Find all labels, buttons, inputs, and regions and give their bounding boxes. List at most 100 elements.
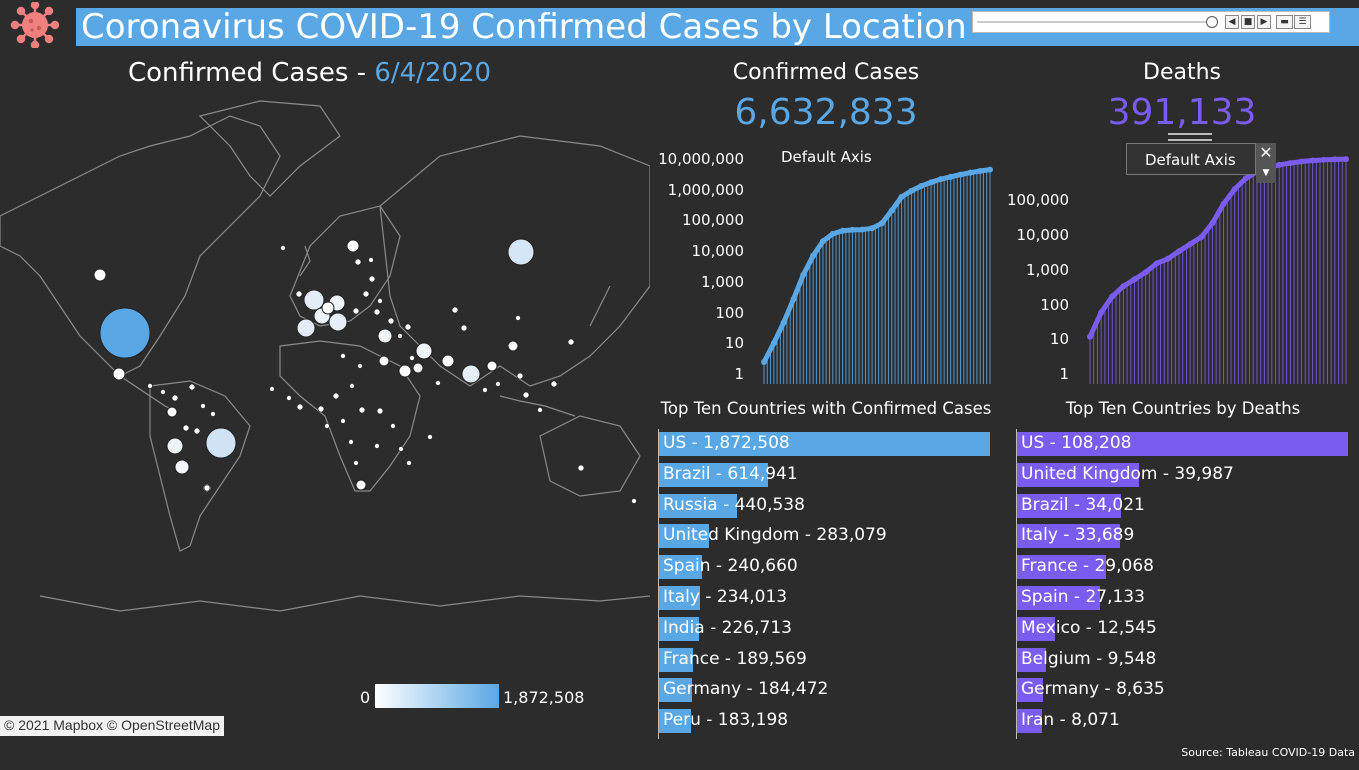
deaths-row[interactable]: Mexico - 12,545 [1017, 614, 1348, 645]
deaths-point [1153, 260, 1160, 267]
confirmed-axis-line [658, 429, 659, 739]
confirmed-row[interactable]: India - 226,713 [659, 614, 990, 645]
continent-africa [279, 340, 421, 492]
title-bar: Coronavirus COVID-19 Confirmed Cases by … [76, 7, 1359, 47]
deaths-point [1198, 234, 1205, 241]
deaths-point [1098, 309, 1105, 316]
top-deaths-list: US - 108,208 United Kingdom - 39,987 Brazi… [1016, 429, 1350, 739]
bubble-russia [507, 238, 535, 266]
confirmed-row[interactable]: US - 1,872,508 [659, 429, 990, 460]
deaths-point [1131, 276, 1138, 283]
confirmed-point [849, 226, 856, 233]
world-map[interactable] [0, 96, 650, 736]
page-title: Coronavirus COVID-19 Confirmed Cases by … [81, 7, 967, 47]
deaths-point [1142, 269, 1149, 276]
deaths-row[interactable]: France - 29,068 [1017, 552, 1348, 583]
pause-button[interactable]: ■ [1241, 15, 1255, 29]
bubble-italy [328, 312, 348, 332]
confirmed-point [770, 340, 777, 347]
axis-popup-grip[interactable] [1168, 133, 1212, 141]
speed-fast-icon[interactable]: ☰ [1294, 15, 1311, 29]
deaths-bar [1017, 462, 1140, 487]
deaths-axis-line [1016, 429, 1017, 739]
confirmed-point [947, 173, 954, 180]
top-confirmed-title: Top Ten Countries with Confirmed Cases [660, 399, 992, 418]
confirmed-row[interactable]: Russia - 440,538 [659, 491, 990, 522]
confirmed-bar-label: Italy - 234,013 [663, 587, 788, 607]
continent-asia [379, 135, 650, 387]
confirmed-bar [659, 555, 702, 580]
bubble-sweden [346, 239, 360, 253]
speed-slow-icon[interactable]: ▬ [1276, 15, 1293, 29]
confirmed-bar-label: France - 189,569 [663, 648, 807, 669]
confirmed-point [928, 179, 935, 186]
deaths-bar-label: Iran - 8,071 [1021, 710, 1120, 731]
bubble-china [507, 340, 519, 352]
chevron-down-icon[interactable]: ▼ [1256, 163, 1276, 183]
deaths-row[interactable]: Belgium - 9,548 [1017, 645, 1348, 676]
confirmed-axis-tag[interactable]: Default Axis [781, 148, 872, 166]
deaths-row[interactable]: Iran - 8,071 [1017, 706, 1348, 737]
confirmed-bar-label: India - 226,713 [663, 617, 792, 638]
deaths-point [1164, 255, 1171, 262]
confirmed-point [987, 166, 993, 173]
confirmed-axis-tick-label: 100,000 [681, 211, 744, 230]
deaths-chart[interactable] [1086, 156, 1352, 386]
deaths-point [1231, 186, 1238, 193]
confirmed-axis-tick-label: 1,000,000 [667, 180, 744, 199]
bubble-iran [415, 342, 433, 360]
bubble-india [461, 364, 481, 384]
legend-gradient [375, 684, 499, 708]
close-icon[interactable]: ✕ [1256, 143, 1276, 163]
confirmed-row[interactable]: Peru - 183,198 [659, 706, 990, 737]
confirmed-row[interactable]: Italy - 234,013 [659, 583, 990, 614]
confirmed-bar [659, 432, 990, 456]
step-back-button[interactable]: ◀ [1225, 15, 1239, 29]
deaths-axis-tick-label: 100,000 [1006, 191, 1069, 210]
confirmed-value: 6,632,833 [734, 92, 918, 133]
deaths-row[interactable]: Italy - 33,689 [1017, 521, 1348, 552]
confirmed-point [937, 176, 944, 183]
deaths-point [1276, 161, 1283, 168]
confirmed-row[interactable]: Brazil - 614,941 [659, 460, 990, 491]
legend-max-label: 1,872,508 [503, 688, 585, 707]
deaths-row[interactable]: Spain - 27,133 [1017, 583, 1348, 614]
bubble-egypt [378, 355, 390, 367]
playback-slider-handle[interactable] [1206, 16, 1218, 28]
confirmed-point [839, 227, 846, 234]
step-forward-button[interactable]: ▶ [1257, 15, 1271, 29]
confirmed-row[interactable]: Germany - 184,472 [659, 675, 990, 706]
map-attribution[interactable]: © 2021 Mapbox © OpenStreetMap [0, 716, 224, 736]
continent-south-america [149, 380, 251, 552]
deaths-bar-label: Italy - 33,689 [1021, 525, 1135, 546]
deaths-bar-label: Mexico - 12,545 [1021, 617, 1157, 638]
deaths-bar [1017, 709, 1042, 734]
deaths-row[interactable]: Brazil - 34,021 [1017, 491, 1348, 522]
bubble-spain [296, 318, 316, 338]
confirmed-point [898, 193, 905, 200]
deaths-axis-tick-label: 1,000 [1026, 260, 1069, 279]
deaths-point [1120, 283, 1127, 290]
deaths-row[interactable]: United Kingdom - 39,987 [1017, 460, 1348, 491]
deaths-bar [1017, 524, 1121, 549]
confirmed-point [869, 225, 876, 232]
deaths-bar [1017, 678, 1044, 703]
virus-icon [10, 2, 60, 48]
confirmed-cases-chart[interactable] [760, 156, 996, 386]
bubble-belgium [321, 301, 335, 315]
playback-slider-track[interactable] [977, 21, 1207, 23]
axis-popup[interactable]: Default Axis [1126, 143, 1256, 175]
deaths-row[interactable]: Germany - 8,635 [1017, 675, 1348, 706]
confirmed-row[interactable]: France - 189,569 [659, 645, 990, 676]
deaths-bar-label: Brazil - 34,021 [1021, 494, 1145, 515]
confirmed-row[interactable]: United Kingdom - 283,079 [659, 521, 990, 552]
deaths-row[interactable]: US - 108,208 [1017, 429, 1348, 460]
confirmed-axis-tick-label: 10,000,000 [658, 150, 744, 168]
deaths-point [1087, 333, 1093, 340]
map-date: 6/4/2020 [374, 58, 492, 88]
confirmed-row[interactable]: Spain - 240,660 [659, 552, 990, 583]
confirmed-bar [659, 586, 701, 610]
bubble-mexico [112, 367, 126, 381]
top-confirmed-list: US - 1,872,508 Brazil - 614,941 Russia - 4… [658, 429, 992, 739]
deaths-point [1287, 160, 1294, 167]
